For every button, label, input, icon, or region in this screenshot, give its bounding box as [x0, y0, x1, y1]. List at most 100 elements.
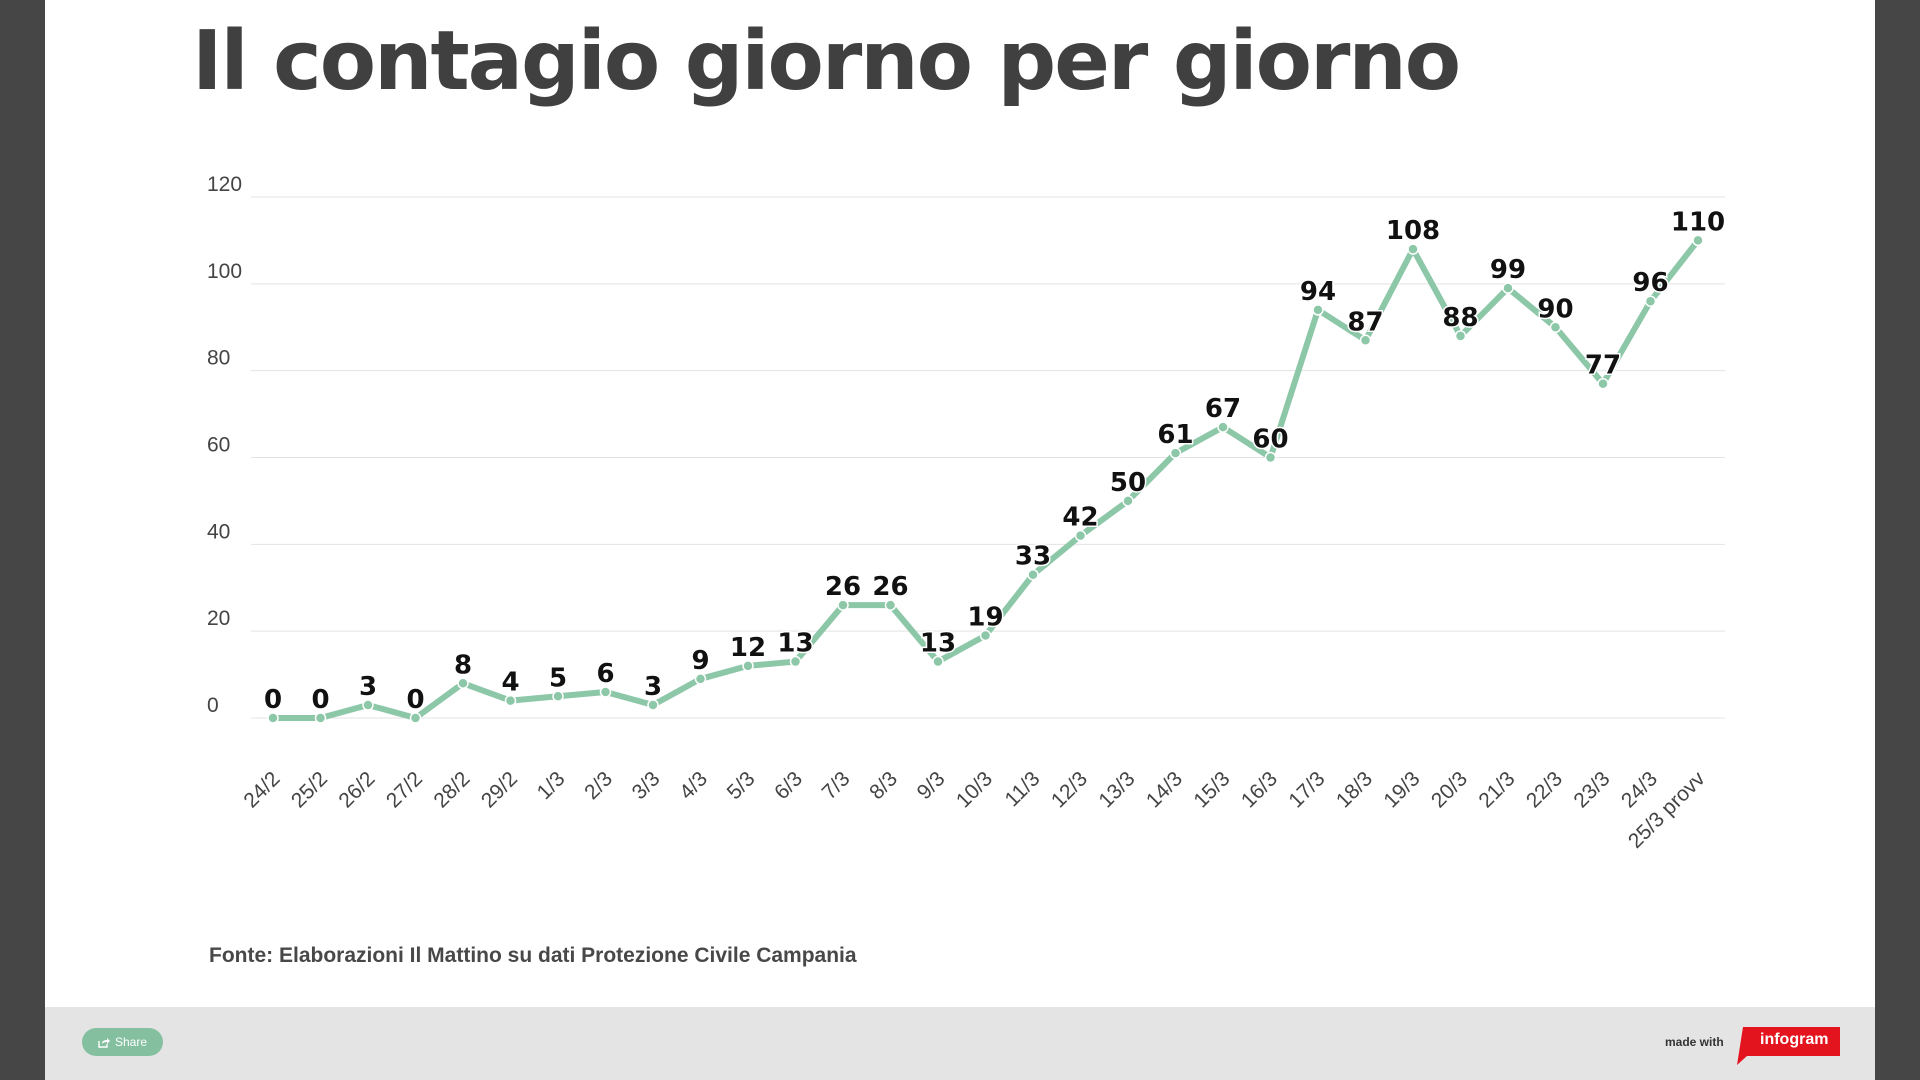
data-label: 67 [1205, 394, 1241, 424]
x-tick-label: 8/3 [865, 767, 902, 804]
data-label: 8 [454, 650, 472, 680]
x-tick-label: 14/3 [1142, 767, 1187, 812]
data-point [979, 629, 992, 642]
data-point [1454, 330, 1467, 342]
x-tick-label: 23/3 [1569, 767, 1614, 812]
data-label: 90 [1537, 294, 1573, 324]
infogram-logo[interactable]: infogram [1733, 1027, 1840, 1067]
x-tick-label: 10/3 [952, 767, 997, 812]
data-point [1359, 334, 1372, 347]
x-tick-label: 12/3 [1047, 767, 1092, 812]
data-point [1122, 495, 1134, 507]
data-point [932, 655, 944, 668]
footer-bar: Share made with infogram [45, 1007, 1875, 1080]
data-label: 94 [1300, 277, 1336, 307]
data-label: 88 [1442, 303, 1478, 333]
x-tick-label: 4/3 [675, 767, 712, 804]
data-point [457, 677, 469, 690]
data-label: 4 [501, 668, 519, 698]
x-tick-label: 19/3 [1379, 767, 1424, 812]
data-label: 9 [691, 646, 709, 676]
x-tick-label: 3/3 [628, 767, 665, 804]
data-label: 96 [1632, 268, 1668, 298]
data-point [837, 599, 849, 611]
x-tick-label: 11/3 [1000, 767, 1044, 811]
series-line-path [270, 237, 1701, 721]
data-label: 13 [777, 629, 813, 659]
data-point [1407, 243, 1419, 255]
x-tick-label: 1/3 [533, 767, 570, 804]
data-point [647, 699, 659, 711]
data-label: 108 [1386, 216, 1440, 246]
data-label: 99 [1490, 255, 1526, 285]
data-point [1074, 529, 1087, 542]
data-point [1169, 447, 1182, 459]
x-tick-label: 21/3 [1474, 767, 1519, 812]
data-point [1264, 451, 1277, 464]
x-tick-label: 16/3 [1237, 767, 1282, 812]
data-point [1312, 304, 1324, 316]
data-label: 50 [1110, 468, 1146, 498]
data-label: 13 [920, 629, 956, 659]
y-tick-label: 0 [207, 694, 219, 717]
share-label: Share [114, 1035, 148, 1049]
y-tick-label: 20 [207, 607, 230, 630]
data-label: 3 [644, 672, 662, 702]
y-tick-label: 40 [207, 520, 230, 543]
data-label: 19 [967, 603, 1003, 633]
data-label: 6 [596, 659, 614, 689]
data-point [1597, 377, 1609, 390]
y-tick-label: 60 [207, 434, 230, 457]
infogram-logo-text: infogram [1760, 1031, 1829, 1048]
data-points [267, 234, 1704, 724]
data-label: 5 [549, 663, 567, 693]
data-label: 42 [1062, 503, 1098, 533]
series-line [270, 237, 1701, 721]
data-point [1692, 234, 1704, 247]
made-with-text: made with [1665, 1035, 1724, 1049]
data-point [1502, 282, 1514, 294]
y-tick-label: 120 [207, 173, 242, 196]
x-tick-label: 29/2 [477, 767, 522, 812]
data-point [789, 655, 802, 668]
data-label: 61 [1157, 420, 1193, 450]
data-point [884, 599, 897, 611]
data-point [267, 712, 279, 724]
data-label: 60 [1252, 425, 1288, 455]
data-point [742, 660, 754, 672]
data-point [552, 690, 564, 703]
data-label: 26 [825, 572, 861, 602]
data-label: 87 [1347, 307, 1383, 337]
data-point [314, 712, 327, 724]
data-label: 0 [264, 685, 282, 715]
data-point [694, 673, 707, 685]
x-tick-label: 28/2 [429, 767, 474, 812]
y-axis-ticks: 0 20 40 60 80 100 120 [207, 173, 242, 717]
data-point [599, 686, 612, 698]
x-tick-label: 24/2 [239, 767, 284, 812]
x-tick-label: 7/3 [818, 767, 855, 804]
data-label: 26 [872, 572, 908, 602]
data-label: 0 [406, 685, 424, 715]
data-label: 12 [730, 633, 766, 663]
data-label: 110 [1671, 207, 1725, 237]
data-point [1549, 321, 1562, 333]
share-button[interactable]: Share [82, 1028, 163, 1056]
x-tick-label: 6/3 [770, 767, 807, 804]
x-tick-label: 22/3 [1522, 767, 1567, 812]
data-label: 33 [1015, 542, 1051, 572]
source-note: Fonte: Elaborazioni Il Mattino su dati P… [209, 944, 857, 967]
x-tick-label: 27/2 [382, 767, 427, 812]
x-tick-label: 5/3 [723, 767, 760, 804]
x-tick-label: 15/3 [1189, 767, 1234, 812]
data-point [362, 699, 374, 711]
data-point [409, 712, 422, 724]
data-point [504, 694, 517, 707]
x-tick-label: 20/3 [1427, 767, 1472, 812]
chart-title: Il contagio giorno per giorno [192, 14, 1461, 109]
data-point [1644, 295, 1657, 307]
data-point [1217, 421, 1229, 433]
y-tick-label: 80 [207, 347, 230, 370]
